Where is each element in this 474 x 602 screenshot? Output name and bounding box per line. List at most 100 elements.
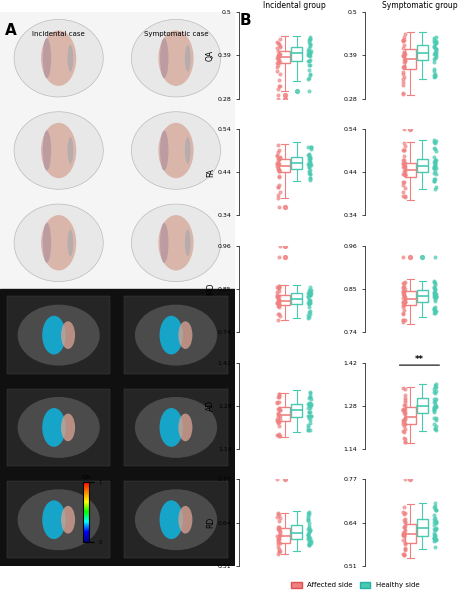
Point bbox=[273, 66, 281, 75]
Point bbox=[399, 279, 407, 288]
Point bbox=[305, 288, 313, 297]
Point bbox=[431, 166, 438, 176]
Point bbox=[432, 137, 440, 146]
Point bbox=[281, 94, 289, 104]
Point bbox=[273, 58, 281, 68]
Point bbox=[401, 508, 409, 518]
Point bbox=[401, 434, 409, 444]
Point bbox=[400, 291, 408, 300]
Point bbox=[306, 69, 313, 79]
Point bbox=[304, 159, 312, 169]
Point bbox=[399, 315, 406, 324]
Point bbox=[399, 309, 407, 319]
Point bbox=[274, 392, 282, 402]
Point bbox=[399, 315, 407, 325]
Point bbox=[431, 73, 438, 82]
Point bbox=[432, 535, 440, 545]
Point bbox=[275, 165, 283, 175]
FancyBboxPatch shape bbox=[279, 295, 290, 305]
Point bbox=[400, 35, 407, 45]
Point bbox=[307, 403, 314, 413]
Point bbox=[306, 155, 314, 164]
Point bbox=[307, 411, 314, 421]
Point bbox=[401, 170, 409, 180]
Point bbox=[399, 67, 407, 77]
Point bbox=[306, 287, 313, 297]
Point bbox=[293, 86, 301, 96]
Point bbox=[307, 160, 314, 169]
Point bbox=[275, 315, 283, 325]
Point bbox=[274, 84, 282, 94]
Point bbox=[306, 398, 313, 408]
Point bbox=[400, 69, 407, 79]
Ellipse shape bbox=[135, 397, 217, 458]
Point bbox=[431, 525, 439, 535]
Point bbox=[304, 298, 312, 308]
Point bbox=[399, 287, 406, 297]
Point bbox=[431, 291, 438, 301]
Point bbox=[305, 513, 312, 523]
Point bbox=[305, 166, 313, 176]
Point bbox=[276, 154, 283, 163]
Point bbox=[430, 304, 438, 314]
Point bbox=[276, 41, 283, 51]
Point bbox=[432, 33, 439, 42]
Ellipse shape bbox=[131, 112, 220, 189]
FancyBboxPatch shape bbox=[417, 46, 428, 60]
Ellipse shape bbox=[135, 305, 217, 365]
Point bbox=[274, 283, 282, 293]
Point bbox=[305, 51, 313, 60]
Point bbox=[276, 514, 283, 523]
Point bbox=[306, 309, 314, 318]
Point bbox=[430, 288, 438, 297]
Ellipse shape bbox=[158, 123, 193, 178]
Point bbox=[305, 524, 312, 534]
Point bbox=[431, 294, 439, 303]
Point bbox=[430, 284, 438, 293]
Point bbox=[274, 154, 282, 163]
Point bbox=[274, 54, 282, 64]
Point bbox=[400, 88, 407, 98]
Ellipse shape bbox=[131, 19, 220, 97]
Point bbox=[399, 426, 407, 435]
Ellipse shape bbox=[18, 489, 100, 550]
Point bbox=[399, 191, 407, 201]
Point bbox=[306, 152, 314, 162]
Point bbox=[400, 317, 407, 327]
Point bbox=[401, 539, 409, 549]
Point bbox=[431, 138, 439, 147]
Point bbox=[431, 424, 438, 434]
Point bbox=[276, 405, 283, 415]
Point bbox=[431, 71, 439, 81]
Point bbox=[306, 415, 314, 425]
Point bbox=[276, 527, 283, 536]
Point bbox=[400, 161, 408, 171]
Point bbox=[399, 283, 407, 293]
Point bbox=[430, 306, 438, 315]
Point bbox=[430, 70, 438, 80]
Point bbox=[276, 405, 283, 415]
Point bbox=[275, 429, 283, 438]
FancyBboxPatch shape bbox=[291, 157, 302, 169]
Point bbox=[276, 57, 283, 67]
Point bbox=[400, 405, 407, 415]
Point bbox=[304, 291, 312, 300]
Point bbox=[273, 287, 281, 297]
Point bbox=[431, 498, 438, 508]
Point bbox=[306, 48, 314, 58]
Point bbox=[276, 530, 283, 539]
Point bbox=[306, 418, 314, 427]
Point bbox=[400, 81, 407, 90]
Point bbox=[275, 392, 283, 402]
Point bbox=[274, 182, 282, 192]
Point bbox=[430, 64, 438, 74]
Point bbox=[432, 290, 439, 299]
Point bbox=[400, 50, 407, 60]
Point bbox=[401, 514, 409, 524]
Point bbox=[401, 391, 409, 400]
Point bbox=[273, 398, 281, 408]
Point bbox=[401, 145, 408, 155]
Point bbox=[401, 170, 409, 179]
Point bbox=[430, 54, 438, 64]
Point bbox=[431, 155, 438, 164]
